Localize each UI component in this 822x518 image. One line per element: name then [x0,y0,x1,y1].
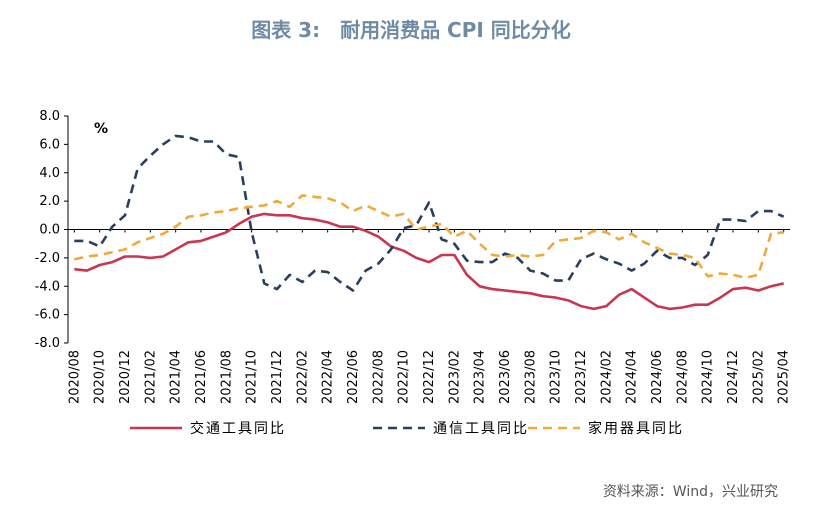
x-tick-label: 2025/04 [777,350,792,404]
x-tick-label: 2021/08 [219,350,234,404]
y-tick-label: 2.0 [39,194,60,209]
x-tick-label: 2020/12 [118,350,133,404]
x-tick-label: 2024/10 [701,350,716,404]
x-tick-label: 2024/08 [675,350,690,404]
y-tick-label: 6.0 [39,137,60,152]
series-line-3 [74,194,784,279]
x-tick-label: 2022/02 [295,350,310,404]
x-tick-label: 2021/06 [194,350,209,404]
chart-title: 图表 3: 耐用消费品 CPI 同比分化 [251,18,571,42]
x-tick-label: 2020/10 [93,350,108,404]
y-tick-label: -8.0 [35,336,60,351]
x-tick-label: 2021/04 [169,350,184,404]
x-tick-label: 2023/08 [523,350,538,404]
legend-label-1: 交通工具同比 [190,420,286,437]
x-tick-label: 2025/02 [751,350,766,404]
y-tick-label: 0.0 [39,223,60,238]
x-tick-label: 2021/02 [143,350,158,404]
series-line-2 [74,134,785,292]
x-tick-label: 2021/10 [245,350,260,404]
y-tick-label: -2.0 [35,251,60,266]
x-tick-label: 2023/02 [447,350,462,404]
x-tick-label: 2022/06 [346,350,361,404]
x-tick-label: 2020/08 [67,350,82,404]
legend-label-3: 家用器具同比 [588,420,684,437]
x-tick-label: 2023/10 [549,350,564,404]
x-tick-label: 2024/06 [650,350,665,404]
series-line-1 [74,212,784,311]
x-tick-label: 2024/02 [599,350,614,404]
x-tick-label: 2023/04 [473,350,488,404]
x-tick-label: 2023/12 [574,350,589,404]
x-tick-label: 2022/04 [321,350,336,404]
y-tick-label: -6.0 [35,308,60,323]
legend-label-2: 通信工具同比 [433,421,529,437]
y-tick-label: 4.0 [39,166,60,181]
x-tick-label: 2023/06 [498,350,513,404]
x-tick-label: 2022/12 [422,350,437,404]
x-tick-label: 2024/12 [726,350,741,404]
x-tick-label: 2022/08 [371,350,386,404]
x-tick-label: 2021/12 [270,350,285,404]
source-note: 资料来源：Wind，兴业研究 [602,484,778,500]
unit-label: % [94,121,108,137]
x-tick-label: 2022/10 [397,350,412,404]
x-tick-label: 2024/04 [625,350,640,404]
y-tick-label: -4.0 [35,279,60,294]
y-tick-label: 8.0 [39,109,60,124]
